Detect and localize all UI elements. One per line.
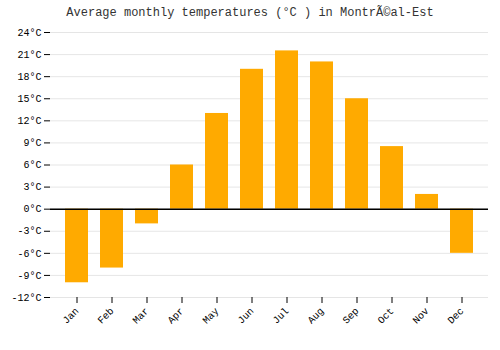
- html-text:Average monthly temperatures (: Average monthly temperatures (°C ) in Mo…: [66, 6, 434, 20]
- svg-text:-9°C: -9°C: [17, 271, 41, 282]
- svg-text:-3°C: -3°C: [17, 226, 41, 237]
- svg-text:Jan: Jan: [61, 306, 82, 327]
- svg-text:Nov: Nov: [411, 306, 432, 327]
- svg-text:0°C: 0°C: [23, 204, 41, 215]
- svg-text:Oct: Oct: [376, 306, 397, 327]
- svg-text:Feb: Feb: [96, 306, 117, 327]
- svg-text:21°C: 21°C: [17, 50, 41, 61]
- svg-text:3°C: 3°C: [23, 182, 41, 193]
- svg-text:12°C: 12°C: [17, 116, 41, 127]
- svg-text:Jun: Jun: [236, 306, 257, 327]
- svg-text:Dec: Dec: [446, 306, 467, 327]
- svg-text:-6°C: -6°C: [17, 249, 41, 260]
- svg-text:Sep: Sep: [341, 306, 362, 327]
- svg-text:Mar: Mar: [131, 306, 152, 327]
- svg-text:May: May: [201, 306, 222, 327]
- svg-text:15°C: 15°C: [17, 94, 41, 105]
- svg-text:Aug: Aug: [306, 306, 327, 327]
- svg-text:-12°C: -12°C: [11, 293, 41, 304]
- svg-text:Jul: Jul: [271, 306, 292, 327]
- svg-text:24°C: 24°C: [17, 28, 41, 39]
- svg-text:Apr: Apr: [166, 306, 187, 327]
- svg-text:6°C: 6°C: [23, 160, 41, 171]
- svg-text:9°C: 9°C: [23, 138, 41, 149]
- svg-text:18°C: 18°C: [17, 72, 41, 83]
